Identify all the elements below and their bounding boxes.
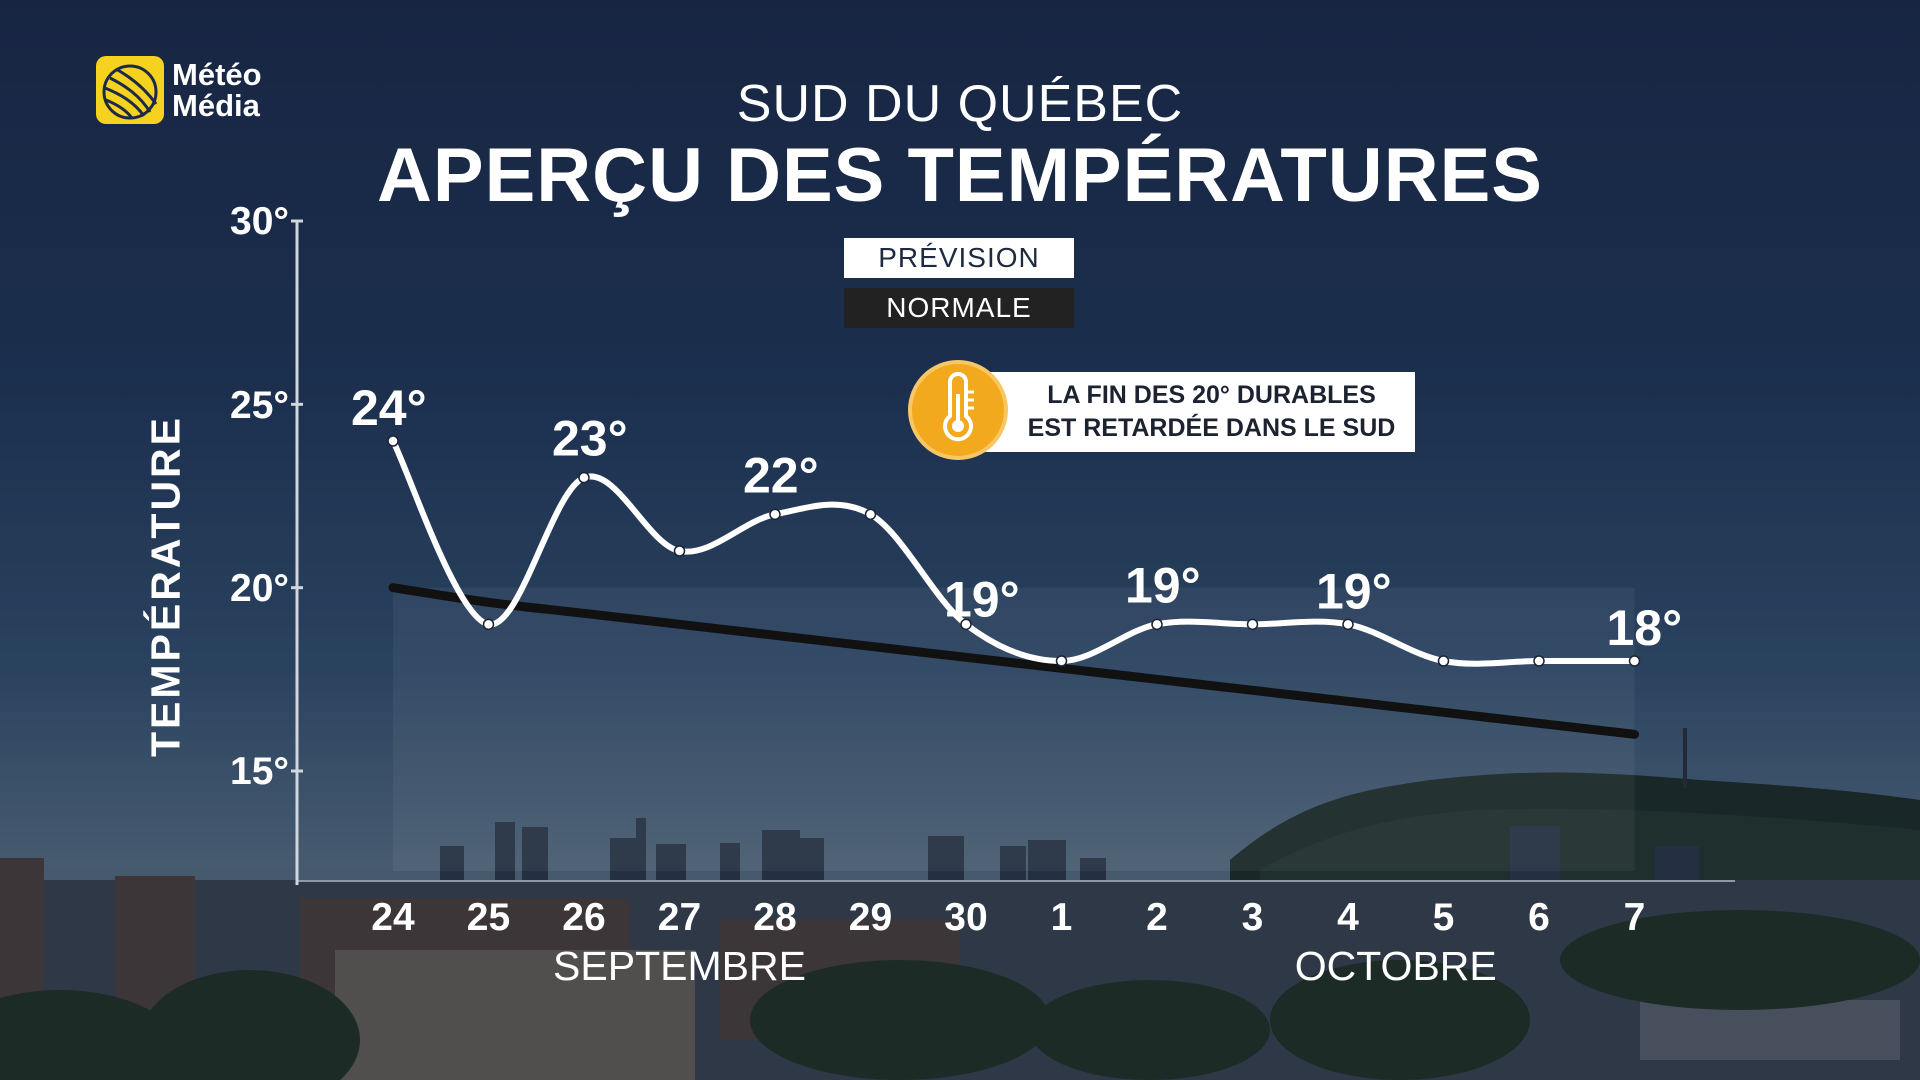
- page-title: APERÇU DES TEMPÉRATURES: [377, 133, 1543, 218]
- region-subtitle: SUD DU QUÉBEC: [736, 75, 1184, 133]
- x-tick-label-4: 4: [1337, 896, 1359, 939]
- data-label-7: 18°: [1607, 600, 1683, 656]
- brand-name: Météo Média: [172, 59, 262, 121]
- data-label-24: 24°: [351, 380, 427, 436]
- y-tick-30: 30°: [230, 200, 289, 243]
- forecast-point-29: [864, 508, 877, 521]
- x-tick-label-25: 25: [467, 896, 510, 939]
- forecast-point-24: [387, 435, 399, 447]
- legend-forecast: PRÉVISION: [844, 238, 1074, 278]
- x-tick-label-6: 6: [1528, 896, 1550, 939]
- callout-line2: EST RETARDÉE DANS LE SUD: [1027, 414, 1396, 442]
- x-tick-label-5: 5: [1433, 896, 1455, 939]
- forecast-point-30: [960, 618, 972, 631]
- forecast-point-3: [1246, 618, 1259, 631]
- x-tick-label-7: 7: [1624, 896, 1646, 939]
- x-tick-label-26: 26: [562, 896, 605, 939]
- callout-box: LA FIN DES 20° DURABLES EST RETARDÉE DAN…: [968, 372, 1415, 452]
- data-label-4: 19°: [1316, 563, 1392, 619]
- legend-normal: NORMALE: [844, 288, 1074, 328]
- x-tick-label-27: 27: [658, 896, 701, 939]
- forecast-point-2: [1151, 618, 1163, 631]
- forecast-point-25: [482, 618, 495, 631]
- brand-name-line1: Météo: [172, 57, 262, 92]
- thermometer-icon: [943, 372, 974, 442]
- forecast-point-26: [578, 471, 590, 484]
- y-tick-15: 15°: [230, 750, 289, 793]
- forecast-point-1: [1055, 655, 1068, 667]
- y-tick-20: 20°: [230, 567, 289, 610]
- data-label-26: 23°: [552, 411, 628, 467]
- y-tick-25: 25°: [230, 384, 289, 427]
- x-tick-label-3: 3: [1242, 896, 1264, 939]
- callout-badge: [908, 360, 1008, 460]
- series-normal-line: [388, 583, 1639, 739]
- month-label-octobre: OCTOBRE: [1295, 943, 1497, 989]
- month-label-septembre: SEPTEMBRE: [553, 943, 806, 989]
- x-tick-label-1: 1: [1051, 896, 1073, 939]
- forecast-point-6: [1533, 655, 1545, 667]
- x-tick-label-2: 2: [1146, 896, 1168, 939]
- x-tick-label-29: 29: [849, 896, 892, 939]
- x-tick-label-28: 28: [753, 896, 796, 939]
- forecast-point-27: [673, 545, 686, 557]
- meteomedia-logo: Météo Média: [96, 56, 262, 124]
- forecast-point-28: [769, 508, 781, 521]
- forecast-point-4: [1342, 618, 1354, 631]
- forecast-point-5: [1437, 655, 1450, 667]
- x-tick-label-24: 24: [371, 896, 415, 939]
- data-label-28: 22°: [743, 447, 819, 503]
- plot-area-shade: [393, 587, 1635, 871]
- forecast-point-7: [1628, 655, 1641, 667]
- brand-name-line2: Média: [172, 88, 260, 123]
- data-label-2: 19°: [1125, 557, 1201, 613]
- globe-icon: [96, 56, 164, 124]
- callout-line1: LA FIN DES 20° DURABLES: [1047, 381, 1376, 409]
- x-tick-label-30: 30: [944, 896, 987, 939]
- data-label-30: 19°: [944, 571, 1020, 627]
